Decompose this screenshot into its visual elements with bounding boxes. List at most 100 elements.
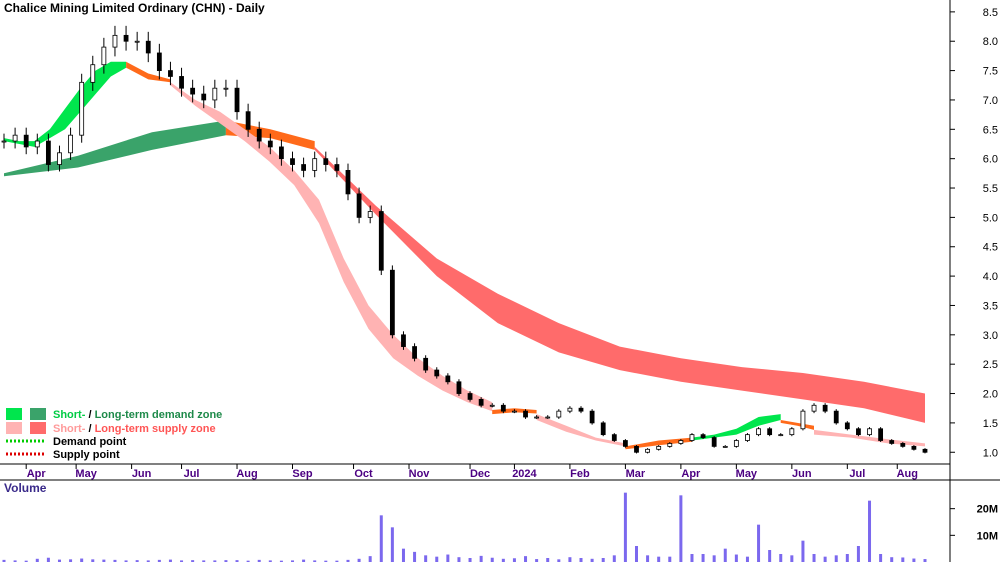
volume-bar [579, 558, 583, 562]
volume-bar [912, 558, 916, 562]
legend-label-short: Short- [53, 409, 86, 421]
month-label: Oct [354, 468, 373, 480]
volume-bar [468, 558, 472, 562]
candle-body [867, 428, 872, 436]
price-tick-label: 8.5 [983, 7, 998, 19]
candle-body [256, 128, 262, 142]
legend-label: Supply point [53, 449, 120, 461]
month-label: May [736, 468, 758, 480]
candle-body [722, 445, 728, 448]
volume-bar [401, 548, 405, 562]
candle-body [401, 334, 406, 347]
candle-body [145, 40, 151, 54]
legend-label-long: Long-term demand zone [95, 409, 223, 421]
candle-body [1, 140, 7, 143]
short-demand-zone [692, 414, 781, 441]
volume-axis: 20M 10M [950, 504, 998, 542]
volume-bar [113, 559, 117, 562]
candle-body [756, 428, 761, 436]
candle-body [168, 70, 173, 77]
volume-bar [479, 555, 483, 562]
volume-bar [734, 554, 738, 562]
candle-body [489, 404, 495, 407]
candle-body [123, 34, 129, 42]
candle-body [567, 407, 573, 412]
candle-body [634, 445, 639, 453]
price-tick-label: 6.0 [983, 154, 998, 166]
volume-bar [135, 560, 139, 562]
candle-body [90, 64, 96, 83]
volume-bar [279, 560, 283, 562]
candle-body [678, 440, 684, 444]
candle-body [656, 445, 662, 450]
price-tick-label: 1.5 [983, 418, 998, 430]
candle-body [856, 428, 861, 436]
volume-bar [313, 560, 317, 562]
candle-body [844, 422, 850, 430]
volume-bar [546, 558, 550, 562]
month-label: Feb [570, 468, 590, 480]
candle-body [434, 369, 440, 377]
candle-body [23, 134, 29, 148]
volume-bar [168, 559, 172, 562]
volume-bar [224, 560, 228, 562]
volume-bar [757, 524, 761, 562]
volume-bar [834, 555, 838, 562]
candle-body [245, 111, 251, 130]
month-label: Sep [292, 468, 312, 480]
volume-bar [745, 556, 749, 562]
volume-bar [413, 551, 417, 562]
volume-bar [490, 557, 494, 562]
volume-bar [157, 559, 161, 562]
volume-bar [446, 554, 450, 562]
volume-bar [57, 559, 61, 562]
candle-body [478, 399, 484, 406]
price-tick-label: 2.5 [983, 359, 998, 371]
volume-bar [657, 556, 661, 562]
month-axis: Apr May Jun Jul Aug Sep Oct Nov Dec 2024 Feb Mar Apr… [25, 464, 918, 480]
candle-body [822, 404, 828, 412]
candle-body [800, 410, 806, 430]
candle-body [600, 422, 606, 436]
candle-body [79, 81, 85, 136]
volume-axis-title: Volume [4, 481, 47, 495]
price-tick-label: 3.0 [983, 330, 998, 342]
volume-bar [202, 560, 206, 562]
candle-body [667, 443, 673, 447]
candle-body [423, 357, 429, 371]
volume-bar [180, 560, 184, 562]
candle-body [301, 164, 307, 171]
candle-body [34, 140, 40, 148]
candle-body [134, 40, 140, 43]
volume-bar [346, 559, 350, 562]
candle-body [578, 407, 584, 412]
volume-bar [35, 558, 39, 562]
candle-body [689, 434, 695, 441]
candle-body [700, 434, 706, 438]
candles-layer [1, 25, 928, 454]
volume-bar [923, 559, 927, 562]
short-supply-zone [536, 414, 626, 447]
candle-body [412, 346, 417, 359]
candle-body [356, 193, 362, 218]
volume-bar [701, 554, 705, 562]
volume-bar [102, 559, 106, 562]
volume-bar [812, 554, 816, 562]
month-label: Apr [681, 468, 701, 480]
month-label: Jul [849, 468, 865, 480]
volume-bar [302, 559, 306, 562]
candle-body [45, 140, 51, 165]
volume-bar [390, 527, 394, 562]
candle-body [589, 410, 595, 424]
volume-bar [501, 558, 505, 562]
candle-body [733, 440, 739, 447]
volume-bar [612, 555, 616, 562]
volume-bar [890, 557, 894, 562]
volume-bar [46, 557, 50, 562]
price-tick-label: 5.0 [983, 212, 998, 224]
month-label: Aug [236, 468, 257, 480]
price-axis: 8.5 8.0 7.5 7.0 6.5 6.0 5.5 5.0 4.5 4.0 3.5 3.0 2.5 2… [950, 7, 998, 459]
candle-body [323, 158, 329, 165]
legend-swatch-long [30, 408, 46, 420]
